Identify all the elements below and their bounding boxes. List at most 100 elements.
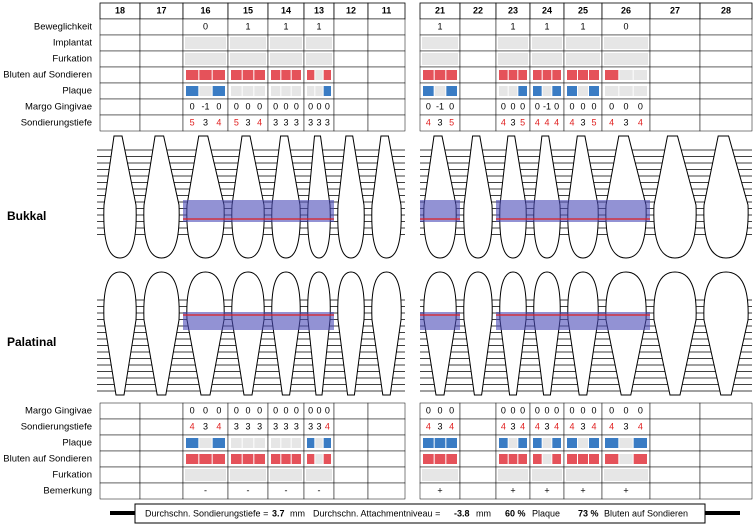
cell [459,114,497,132]
cell [139,66,184,84]
plaque [271,86,281,96]
bleeding [533,70,542,80]
cell [99,98,141,116]
depth-value: 4 [501,421,506,431]
plaque [242,438,254,448]
tooth-outline [337,271,365,396]
depth-value: 4 [554,117,559,127]
tooth-outline [567,271,599,396]
bleeding [271,70,281,80]
pocket-band [304,312,334,330]
depth-value: 3 [294,421,299,431]
tooth-outline [703,135,749,259]
bleeding [542,70,552,80]
pocket-band [530,312,564,330]
margin-value: 0 [580,101,585,111]
bleeding [186,454,199,464]
depth-value: 4 [449,421,454,431]
bleeding [242,454,254,464]
plaque [633,438,647,448]
bleeding [578,70,588,80]
tooth-outline [653,135,697,259]
tooth-outline [605,135,647,259]
depth-value: 4 [591,421,596,431]
tooth-outline [231,271,265,396]
cell [333,114,369,132]
implant-cell [566,37,600,49]
remark: + [544,485,549,495]
margin-value: 0 [569,405,574,415]
bleeding [589,70,599,80]
row-label: Implantat [53,38,92,49]
footer-unit: mm [290,508,305,518]
cell [139,482,184,500]
row-label: Furkation [52,470,92,481]
depth-value: 3 [316,421,321,431]
plaque [186,438,199,448]
cell [333,418,369,436]
margin-value: 0 [520,405,525,415]
tooth-outline [499,135,527,259]
plaque [552,438,561,448]
row-label: Plaque [62,438,92,449]
plaque [231,86,242,96]
depth-value: 3 [325,117,330,127]
depth-value: 4 [638,117,643,127]
tooth-outline [307,271,331,396]
bleeding [291,70,301,80]
tooth-outline [186,135,225,259]
implant-cell [306,37,332,49]
cell [99,114,141,132]
margin-value: 0 [316,405,321,415]
margin-value: 0 [437,405,442,415]
margin-value: 0 [623,101,628,111]
plaque [254,86,265,96]
plaque [254,438,265,448]
implant-cell [185,37,226,49]
depth-value: 4 [426,421,431,431]
margin-value: 0 [234,101,239,111]
remark: - [204,485,207,495]
plaque [199,86,212,96]
plaque [291,86,301,96]
implant-cell [498,37,528,49]
depth-value: 3 [308,421,313,431]
cell [459,402,497,420]
tooth-number: 15 [243,5,253,15]
cell [649,82,701,100]
cell [649,98,701,116]
footer-value: 60 % [505,508,526,518]
depth-value: 4 [609,117,614,127]
cell [699,34,753,52]
margin-value: 0 [216,101,221,111]
bleeding [307,70,315,80]
furcation-cell [270,469,302,481]
bleeding [434,70,446,80]
furcation-cell [185,469,226,481]
cell [99,66,141,84]
cell [649,18,701,36]
plaque [315,86,323,96]
margin-value: 0 [283,101,288,111]
cell [699,66,753,84]
cell [699,482,753,500]
plaque [315,438,323,448]
plaque [605,86,619,96]
tooth-outline [463,271,493,396]
bleeding [242,70,254,80]
tooth-number: 24 [542,5,552,15]
bleeding [499,70,508,80]
depth-value: 3 [316,117,321,127]
margin-value: 0 [308,101,313,111]
bleeding [633,70,647,80]
footer-text: Durchschn. Attachmentniveau = [313,508,440,518]
plaque [446,438,457,448]
bleeding [518,70,527,80]
cell [367,450,406,468]
cell [99,402,141,420]
depth-value: 3 [257,421,262,431]
plaque [552,86,561,96]
cell [699,18,753,36]
furcation-cell [604,53,648,65]
margin-value: 0 [623,405,628,415]
